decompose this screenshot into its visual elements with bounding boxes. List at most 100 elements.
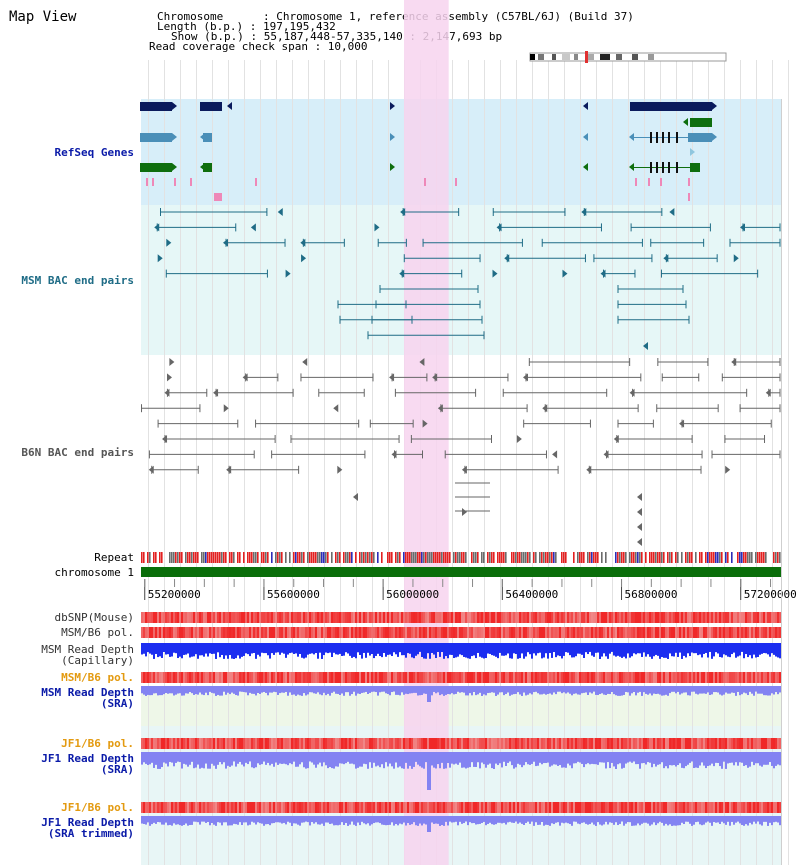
dbsnp-density: [431, 612, 433, 623]
repeat-feature: [215, 552, 217, 563]
track-label-jf1-pol[interactable]: JF1/B6 pol.: [61, 737, 134, 750]
jf1-polymorphism-trimmed: [529, 802, 531, 813]
track-label-jf1-depth-sra[interactable]: JF1 Read Depth (SRA): [41, 752, 134, 776]
jf1-read-depth-trimmed: [385, 816, 387, 826]
repeat-feature: [395, 552, 397, 563]
msm-polymorphism: [379, 627, 381, 638]
repeat-feature: [619, 552, 621, 563]
msm-polymorphism-sra: [583, 672, 585, 683]
dbsnp-density: [251, 612, 253, 623]
jf1-polymorphism: [263, 738, 265, 749]
jf1-read-depth-trimmed: [567, 816, 569, 824]
track-label-msm-bac[interactable]: MSM BAC end pairs: [21, 274, 134, 287]
jf1-read-depth-trimmed: [141, 816, 143, 824]
msm-read-depth-sra: [713, 686, 715, 693]
repeat-feature: [745, 552, 747, 563]
jf1-read-depth-sra: [699, 752, 701, 766]
jf1-polymorphism-trimmed: [539, 802, 541, 813]
jf1-read-depth-sra: [355, 752, 357, 769]
track-label-msm-pol[interactable]: MSM/B6 pol.: [61, 626, 134, 639]
jf1-read-depth-sra: [481, 752, 483, 763]
jf1-polymorphism: [253, 738, 255, 749]
msm-read-depth-capillary: [599, 643, 601, 659]
repeat-feature: [605, 552, 607, 563]
msm-read-depth-sra: [205, 686, 207, 693]
jf1-read-depth-trimmed: [655, 816, 657, 826]
msm-polymorphism: [261, 627, 263, 638]
jf1-read-depth-sra: [231, 752, 233, 766]
msm-read-depth-sra: [541, 686, 543, 695]
b6n-bac-end-pair-end: [522, 373, 528, 382]
dbsnp-density: [735, 612, 737, 623]
jf1-polymorphism: [741, 738, 743, 749]
msm-polymorphism: [693, 627, 695, 638]
track-label-msm-depth-capillary[interactable]: MSM Read Depth (Capillary): [41, 643, 134, 667]
repeat-feature: [633, 552, 635, 563]
msm-polymorphism: [247, 627, 249, 638]
msm-polymorphism: [775, 627, 777, 638]
msm-read-depth-sra: [401, 686, 403, 693]
track-label-msm-pol-2[interactable]: MSM/B6 pol.: [61, 671, 134, 684]
track-label-refseq[interactable]: RefSeq Genes: [54, 146, 134, 159]
track-label-jf1-pol-2[interactable]: JF1/B6 pol.: [61, 801, 134, 814]
b6n-bac-end-pair-end: [169, 358, 175, 366]
jf1-polymorphism-trimmed: [371, 802, 373, 813]
b6n-bac-end-pair-end: [337, 465, 343, 474]
msm-read-depth-sra: [551, 686, 553, 695]
track-label-repeat[interactable]: Repeat: [94, 551, 134, 564]
msm-polymorphism-sra: [473, 672, 475, 683]
jf1-polymorphism: [271, 738, 273, 749]
jf1-polymorphism-trimmed: [255, 802, 257, 813]
track-label-b6n-bac[interactable]: B6N BAC end pairs: [21, 446, 134, 459]
msm-read-depth-capillary: [685, 643, 687, 658]
msm-polymorphism-sra: [197, 672, 199, 683]
repeat-feature: [685, 552, 687, 563]
jf1-polymorphism-trimmed: [301, 802, 303, 813]
msm-polymorphism: [335, 627, 337, 638]
dbsnp-density: [253, 612, 255, 623]
msm-read-depth-sra: [449, 686, 451, 695]
msm-read-depth-sra: [291, 686, 293, 695]
jf1-polymorphism-trimmed: [357, 802, 359, 813]
jf1-read-depth-trimmed: [691, 816, 693, 826]
repeat-feature: [541, 552, 543, 563]
track-label-dbsnp[interactable]: dbSNP(Mouse): [54, 611, 134, 624]
msm-polymorphism-sra: [233, 672, 235, 683]
jf1-polymorphism: [495, 738, 497, 749]
msm-read-depth-sra: [245, 686, 247, 693]
jf1-polymorphism-trimmed: [491, 802, 493, 813]
msm-polymorphism: [635, 627, 637, 638]
jf1-read-depth-trimmed: [441, 816, 443, 826]
jf1-read-depth-sra: [769, 752, 771, 763]
track-label-jf1-depth-trimmed[interactable]: JF1 Read Depth (SRA trimmed): [41, 816, 134, 840]
jf1-polymorphism-trimmed: [391, 802, 393, 813]
jf1-read-depth-sra: [717, 752, 719, 763]
repeat-feature: [149, 552, 151, 563]
jf1-polymorphism: [695, 738, 697, 749]
repeat-feature: [695, 552, 697, 563]
msm-polymorphism-sra: [531, 672, 533, 683]
msm-read-depth-sra: [529, 686, 531, 694]
repeat-feature: [691, 552, 693, 563]
msm-polymorphism: [715, 627, 717, 638]
jf1-polymorphism-trimmed: [345, 802, 347, 813]
dbsnp-density: [731, 612, 733, 623]
msm-polymorphism-sra: [655, 672, 657, 683]
jf1-read-depth-trimmed: [199, 816, 201, 825]
jf1-polymorphism: [753, 738, 755, 749]
msm-read-depth-sra: [707, 686, 709, 693]
msm-read-depth-capillary: [653, 643, 655, 657]
msm-read-depth-capillary: [475, 643, 477, 659]
jf1-read-depth-trimmed: [525, 816, 527, 823]
msm-read-depth-capillary: [731, 643, 733, 655]
msm-polymorphism: [357, 627, 359, 638]
msm-polymorphism-sra: [601, 672, 603, 683]
repeat-feature: [773, 552, 775, 563]
repeat-feature: [301, 552, 303, 563]
jf1-read-depth-sra: [275, 752, 277, 763]
jf1-polymorphism-trimmed: [559, 802, 561, 813]
dbsnp-density: [423, 612, 425, 623]
track-label-msm-depth-sra[interactable]: MSM Read Depth (SRA): [41, 686, 134, 710]
repeat-feature: [493, 552, 495, 563]
